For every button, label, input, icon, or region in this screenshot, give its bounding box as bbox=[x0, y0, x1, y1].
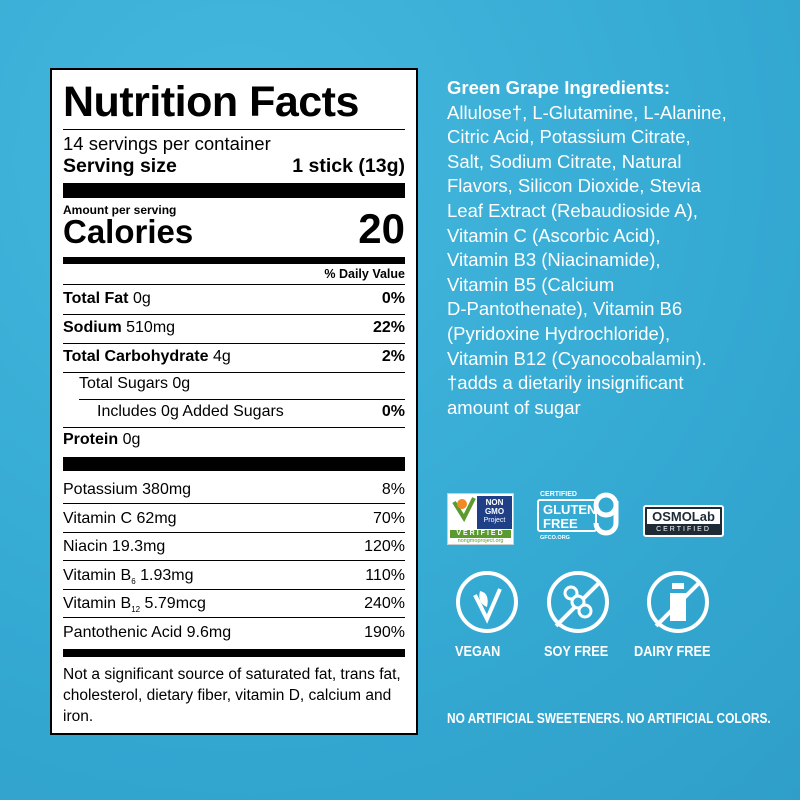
vitamin-row: Vitamin C 62mg 70% bbox=[63, 510, 405, 529]
nutrient-name: Protein bbox=[63, 431, 119, 448]
nutrient-row: Sodium 510mg 22% bbox=[63, 319, 405, 337]
vitamin-amount: 380mg bbox=[142, 481, 192, 498]
vitamin-dv: 190% bbox=[364, 623, 405, 641]
vitamin-row: Pantothenic Acid 9.6mg 190% bbox=[63, 624, 405, 643]
g-logo-icon bbox=[593, 492, 619, 536]
nutrient-dv: 0% bbox=[381, 290, 405, 307]
vitamin-amount: 19.3mg bbox=[111, 538, 166, 555]
ingredient-line: (Pyridoxine Hydrochloride), bbox=[447, 322, 671, 344]
ingredient-line: amount of sugar bbox=[447, 396, 581, 418]
vitamin-name: Vitamin B bbox=[63, 595, 132, 612]
vitamin-amount: 62mg bbox=[136, 509, 177, 527]
nutrient-row: Total Sugars 0g bbox=[79, 375, 405, 393]
vitamin-name: Niacin bbox=[63, 538, 108, 555]
vitamin-row: Niacin 19.3mg 120% bbox=[63, 538, 405, 557]
non-gmo-verified-badge: NON GMO Project VERIFIED nongmoproject.org bbox=[447, 493, 514, 545]
vitamin-subscript: 12 bbox=[131, 605, 141, 615]
claim-soy-free: SOY FREE bbox=[544, 643, 609, 660]
nutrient-name: Total Sugars bbox=[79, 375, 168, 392]
ingredient-line: †adds a dietarily insignificant bbox=[447, 372, 684, 394]
serving-size-label: Serving size bbox=[63, 155, 177, 177]
nutrient-name: Total Carbohydrate bbox=[63, 348, 209, 365]
calories-value: 20 bbox=[358, 205, 405, 252]
daily-value-header: % Daily Value bbox=[324, 267, 405, 281]
nutrient-amount: 510mg bbox=[126, 319, 176, 336]
ingredient-line: D-Pantothenate), Vitamin B6 bbox=[447, 298, 683, 320]
certified-gluten-free-badge: CERTIFIED GLUTEN FREE GFCO.ORG bbox=[537, 491, 629, 549]
amount-per-serving: Amount per serving bbox=[63, 203, 177, 217]
nutrient-row: Includes 0g Added Sugars 0% bbox=[97, 403, 405, 421]
osmolab-certified-badge: OSMOLab CERTIFIED bbox=[643, 505, 724, 537]
vitamin-row: Vitamin B6 1.93mg 110% bbox=[63, 567, 405, 586]
vitamin-name: Pantothenic Acid bbox=[63, 623, 183, 641]
vitamin-dv: 120% bbox=[364, 538, 405, 555]
calories-label: Calories bbox=[63, 213, 194, 250]
vitamin-subscript: 6 bbox=[131, 576, 136, 586]
nutrient-name: Sodium bbox=[63, 319, 122, 336]
vitamin-name: Vitamin B bbox=[63, 566, 132, 584]
nutrient-amount: 0g bbox=[172, 375, 191, 392]
nutrient-row: Total Carbohydrate 4g 2% bbox=[63, 348, 405, 366]
servings-per-container: 14 servings per container bbox=[63, 133, 271, 154]
ingredient-line: Vitamin B12 (Cyanocobalamin). bbox=[447, 347, 707, 369]
vitamin-dv: 110% bbox=[365, 566, 405, 584]
dairy-free-icon bbox=[647, 571, 709, 633]
ingredients-title: Green Grape Ingredients: bbox=[447, 77, 671, 98]
vitamin-dv: 240% bbox=[364, 595, 405, 612]
nutrient-amount: 0g bbox=[132, 290, 151, 307]
nutrient-name: Total Fat bbox=[63, 290, 129, 307]
calories-row: Calories 20 bbox=[63, 205, 405, 253]
vitamin-name: Vitamin C bbox=[63, 509, 133, 527]
vitamin-dv: 70% bbox=[372, 509, 405, 527]
claim-dairy-free: DAIRY FREE bbox=[634, 643, 711, 660]
label-title: Nutrition Facts bbox=[63, 78, 359, 126]
ingredient-line: Vitamin B3 (Niacinamide), bbox=[447, 249, 661, 271]
nutrient-row: Total Fat 0g 0% bbox=[63, 290, 405, 308]
serving-size: Serving size 1 stick (13g) bbox=[63, 155, 405, 178]
soy-free-icon bbox=[547, 571, 609, 633]
nutrient-dv: 2% bbox=[381, 348, 405, 365]
vitamin-row: Vitamin B12 5.79mcg 240% bbox=[63, 595, 405, 614]
vitamin-dv: 8% bbox=[381, 481, 405, 498]
nutrient-dv: 22% bbox=[372, 319, 405, 336]
footnote: Not a significant source of saturated fa… bbox=[63, 666, 401, 725]
claim-vegan: VEGAN bbox=[455, 643, 501, 660]
vitamin-name: Potassium bbox=[63, 481, 138, 498]
butterfly-icon bbox=[452, 497, 476, 523]
ingredient-line: Flavors, Silicon Dioxide, Stevia bbox=[447, 175, 701, 197]
footer-claims: NO ARTIFICIAL SWEETENERS. NO ARTIFICIAL … bbox=[447, 711, 771, 727]
vitamin-amount: 1.93mg bbox=[140, 566, 194, 584]
ingredients: Green Grape Ingredients: Allulose†, L-Gl… bbox=[447, 76, 727, 420]
nutrient-dv: 0% bbox=[381, 403, 405, 420]
ingredient-line: Vitamin C (Ascorbic Acid), bbox=[447, 224, 661, 246]
serving-size-value: 1 stick (13g) bbox=[292, 155, 405, 177]
vitamin-row: Potassium 380mg 8% bbox=[63, 481, 405, 500]
ingredient-line: Allulose†, L-Glutamine, L-Alanine, bbox=[447, 101, 727, 123]
vitamin-amount: 9.6mg bbox=[186, 623, 232, 641]
vegan-icon bbox=[456, 571, 518, 633]
ingredient-line: Leaf Extract (Rebaudioside A), bbox=[447, 199, 698, 221]
nutrient-name: Includes 0g Added Sugars bbox=[97, 403, 284, 420]
nutrition-facts-label: Nutrition Facts 14 servings per containe… bbox=[50, 68, 418, 735]
nutrient-amount: 4g bbox=[212, 348, 231, 365]
ingredient-line: Vitamin B5 (Calcium bbox=[447, 273, 615, 295]
ingredient-line: Citric Acid, Potassium Citrate, bbox=[447, 126, 691, 148]
ingredient-line: Salt, Sodium Citrate, Natural bbox=[447, 150, 682, 172]
vitamin-amount: 5.79mcg bbox=[144, 595, 206, 612]
nutrient-amount: 0g bbox=[122, 431, 141, 448]
nutrient-row: Protein 0g bbox=[63, 431, 405, 449]
